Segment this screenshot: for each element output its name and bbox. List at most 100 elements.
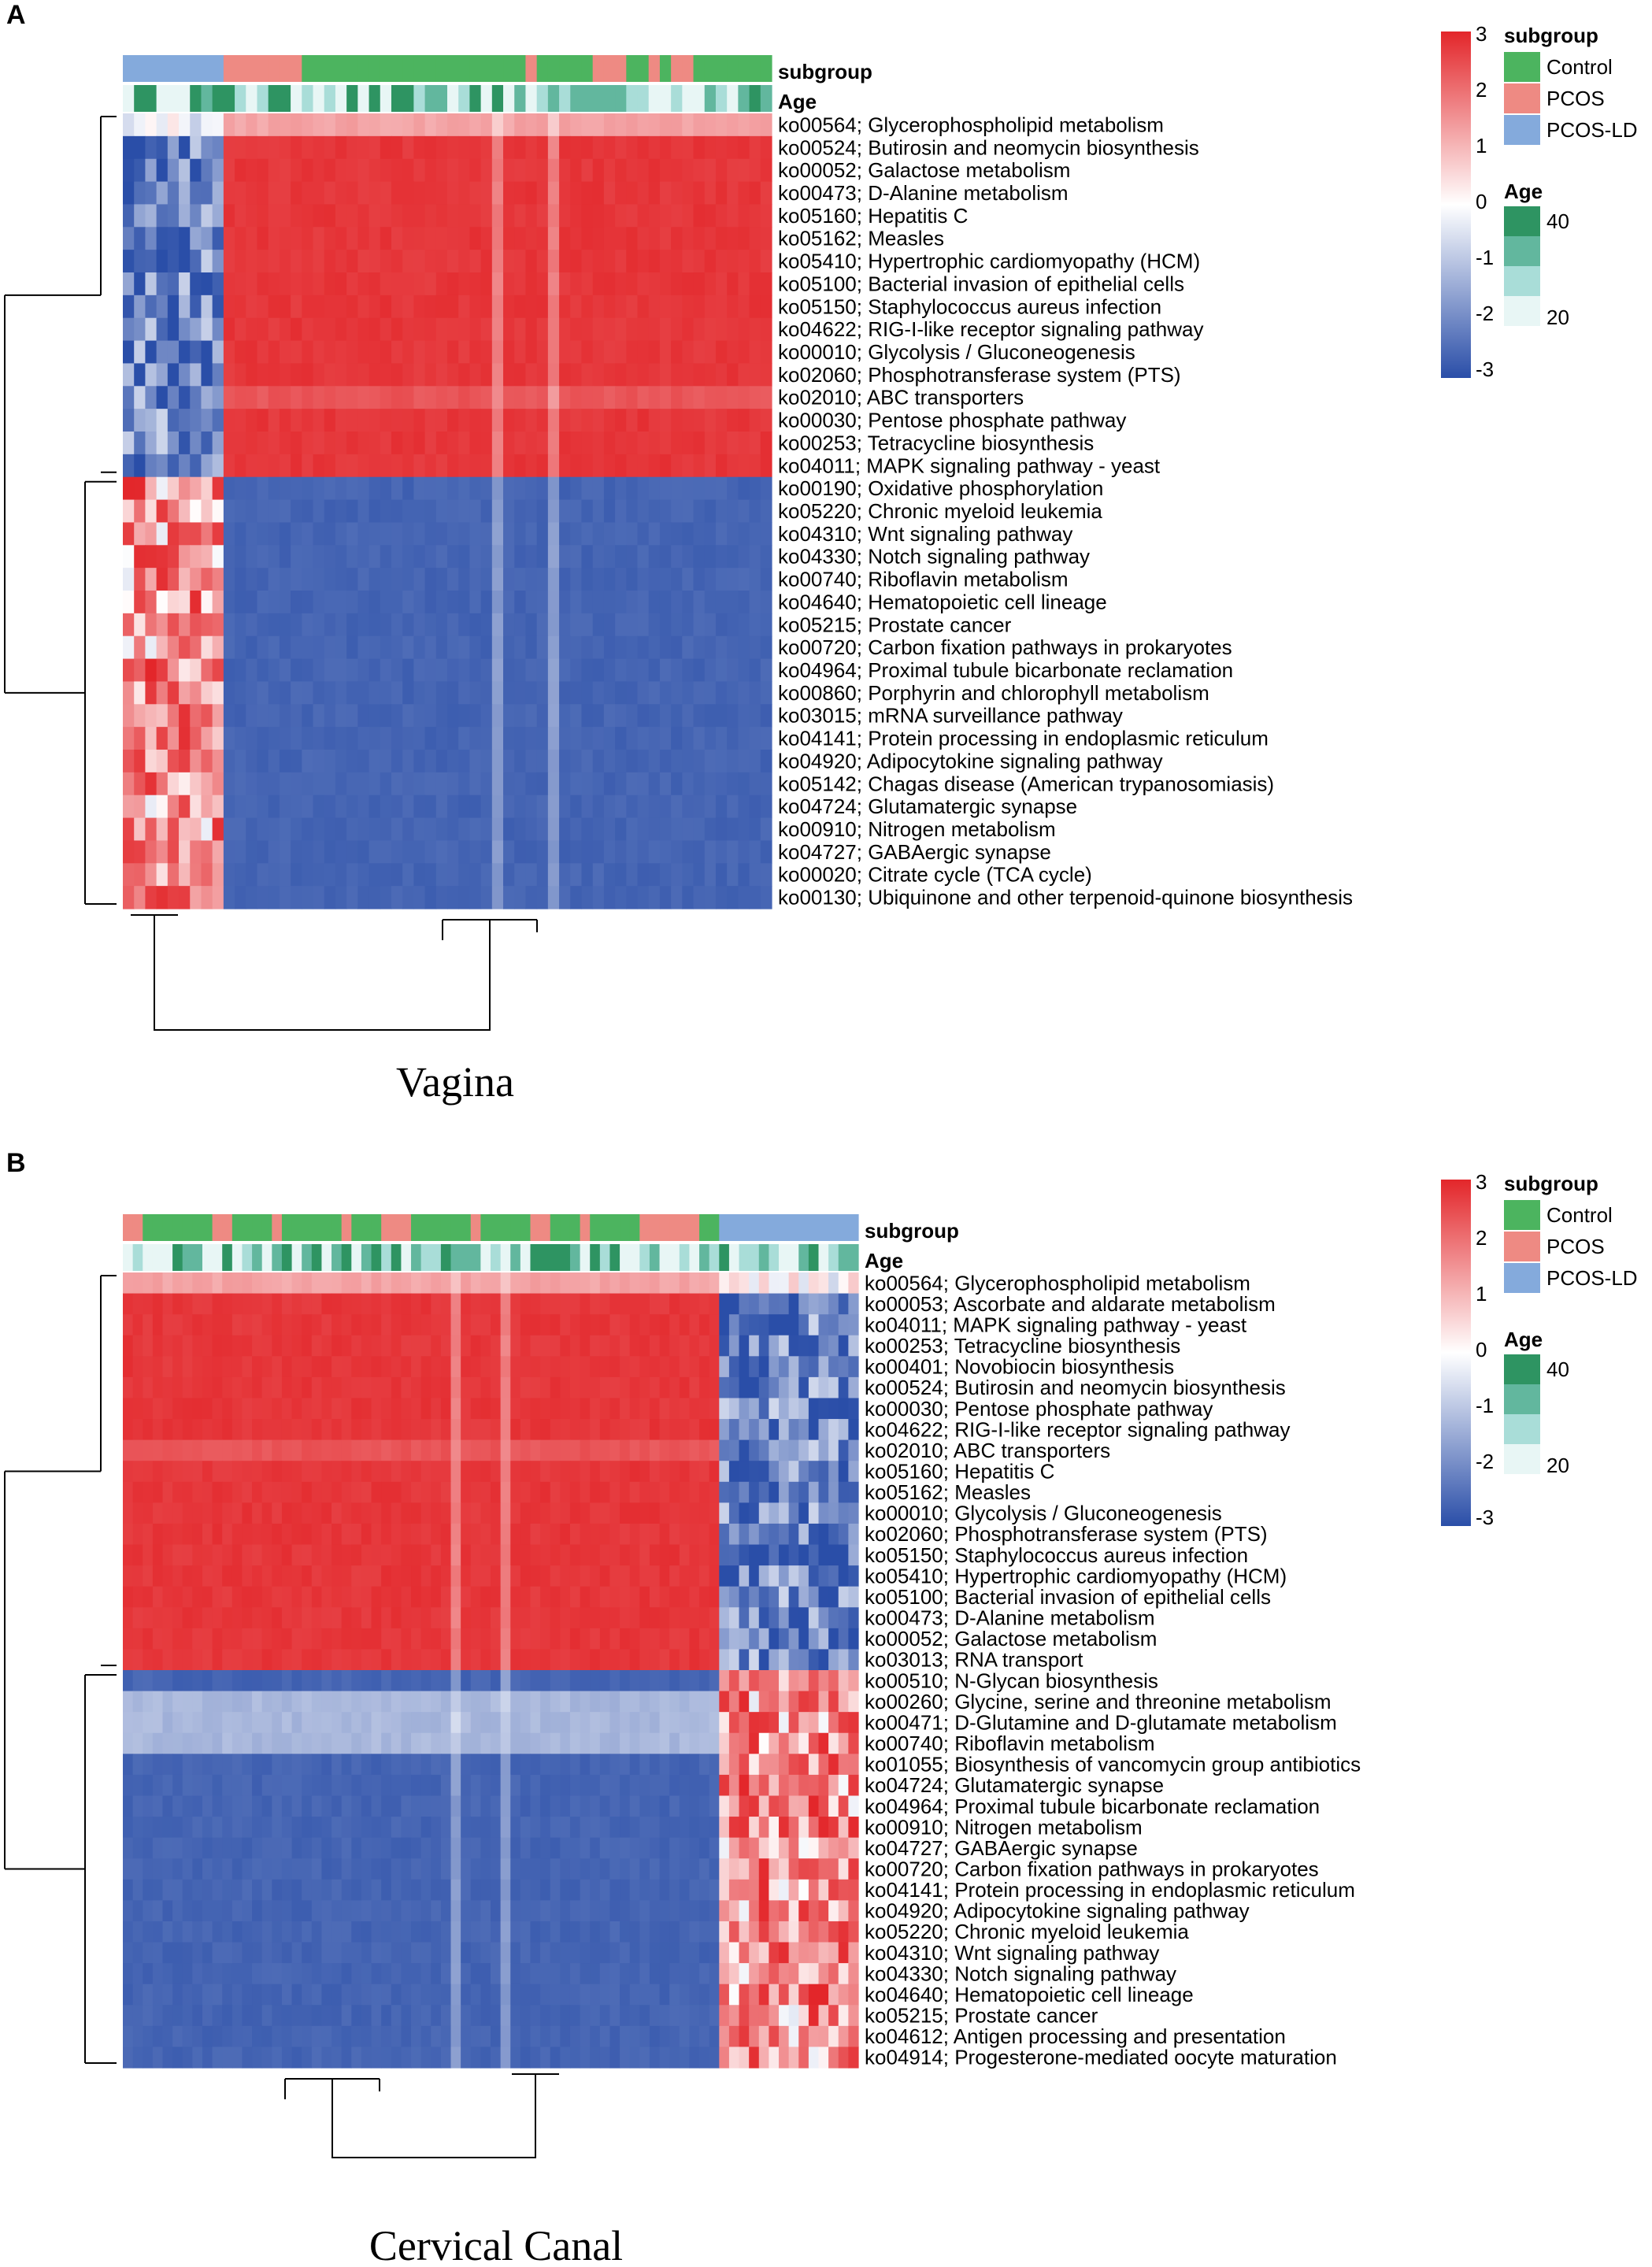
heatmap-cell [411, 1376, 422, 1399]
heatmap-cell [739, 1649, 750, 1671]
heatmap-cell [391, 750, 403, 773]
heatmap-cell [637, 158, 650, 183]
heatmap-cell [162, 1293, 173, 1315]
heatmap-cell [440, 1314, 452, 1336]
heatmap-cell [559, 409, 571, 432]
heatmap-cell [520, 1628, 532, 1650]
heatmap-cell [679, 1335, 691, 1357]
heatmap-cell [520, 1837, 532, 1859]
heatmap-cell [232, 1670, 243, 1692]
heatmap-cell [162, 1900, 173, 1922]
heatmap-cell [272, 1439, 283, 1461]
heatmap-cell [143, 1481, 154, 1503]
heatmap-cell [182, 1984, 193, 2006]
heatmap-cell [699, 1523, 710, 1546]
heatmap-cell [818, 1921, 829, 1943]
heatmap-cell [192, 1921, 203, 1943]
heatmap-cell [143, 1921, 154, 1943]
heatmap-cell [560, 1356, 571, 1378]
heatmap-cell [580, 1607, 591, 1629]
heatmap-cell [530, 1649, 541, 1671]
heatmap-cell [520, 1817, 532, 1839]
row-label: ko05150; Staphylococcus aureus infection [865, 1543, 1248, 1567]
heatmap-cell [581, 113, 594, 137]
heatmap-cell [351, 1356, 362, 1378]
heatmap-cell [450, 1628, 461, 1650]
heatmap-cell [540, 1732, 551, 1754]
heatmap-cell [520, 1879, 532, 1901]
heatmap-cell [190, 795, 202, 819]
heatmap-cell [838, 1439, 849, 1461]
heatmap-cell [261, 1732, 272, 1754]
heatmap-cell [559, 681, 571, 705]
heatmap-cell [461, 1544, 472, 1566]
heatmap-cell [469, 795, 482, 819]
subgroup-cell [232, 1214, 243, 1241]
heatmap-cell [268, 658, 280, 683]
heatmap-cell [798, 1502, 809, 1524]
heatmap-cell [639, 1942, 650, 1964]
heatmap-cell [381, 1419, 392, 1441]
heatmap-cell [693, 476, 706, 501]
heatmap-cell [540, 1461, 551, 1483]
heatmap-cell [321, 1921, 332, 1943]
heatmap-cell [302, 1565, 313, 1587]
heatmap-cell [808, 1754, 820, 1776]
heatmap-cell [491, 1586, 502, 1608]
heatmap-cell [704, 181, 717, 206]
heatmap-cell [749, 158, 761, 183]
heatmap-cell [728, 1921, 740, 1943]
heatmap-cell [693, 317, 706, 342]
heatmap-cell [311, 1586, 323, 1608]
heatmap-cell [162, 1439, 173, 1461]
heatmap-cell [749, 886, 761, 909]
heatmap-cell [252, 1649, 263, 1671]
heatmap-cell [679, 1649, 691, 1671]
heatmap-cell [311, 1607, 323, 1629]
age-cell [380, 85, 392, 112]
heatmap-cell [172, 1691, 183, 1713]
heatmap-cell [788, 1544, 799, 1566]
heatmap-cell [279, 227, 291, 250]
heatmap-cell [431, 1900, 442, 1922]
heatmap-cell [201, 886, 213, 909]
heatmap-cell [727, 409, 739, 432]
age-cell [302, 1244, 313, 1271]
heatmap-cell [222, 1984, 233, 2006]
heatmap-cell [435, 499, 448, 524]
heatmap-cell [381, 1398, 392, 1420]
heatmap-cell [381, 1754, 392, 1776]
heatmap-cell [779, 1963, 790, 1985]
heatmap-cell [450, 1502, 461, 1524]
subgroup-cell [123, 1214, 134, 1241]
heatmap-cell [242, 1649, 253, 1671]
heatmap-cell [291, 704, 302, 728]
heatmap-cell [699, 1691, 710, 1713]
heatmap-cell [699, 1335, 710, 1357]
heatmap-cell [808, 1356, 820, 1378]
scale-tick: 3 [1476, 22, 1487, 46]
heatmap-cell [431, 1921, 442, 1943]
heatmap-cell [603, 772, 616, 796]
heatmap-cell [530, 1502, 541, 1524]
heatmap-cell [491, 1774, 502, 1797]
heatmap-cell [788, 1628, 799, 1650]
heatmap-cell [550, 1419, 561, 1441]
subgroup-cell [143, 1214, 154, 1241]
heatmap-cell [769, 1837, 780, 1859]
heatmap-cell [620, 1502, 631, 1524]
heatmap-cell [738, 432, 750, 455]
heatmap-cell [503, 476, 515, 501]
row-label: ko00052; Galactose metabolism [865, 1627, 1157, 1650]
heatmap-cell [341, 1732, 352, 1754]
heatmap-cell [599, 1419, 611, 1441]
heatmap-cell [659, 1461, 670, 1483]
heatmap-cell [620, 1586, 631, 1608]
heatmap-cell [491, 658, 504, 683]
heatmap-cell [848, 1817, 859, 1839]
heatmap-cell [682, 795, 695, 819]
subgroup-cell [739, 1214, 750, 1241]
heatmap-cell [693, 658, 706, 683]
heatmap-cell [361, 1942, 372, 1964]
heatmap-cell [693, 545, 706, 569]
